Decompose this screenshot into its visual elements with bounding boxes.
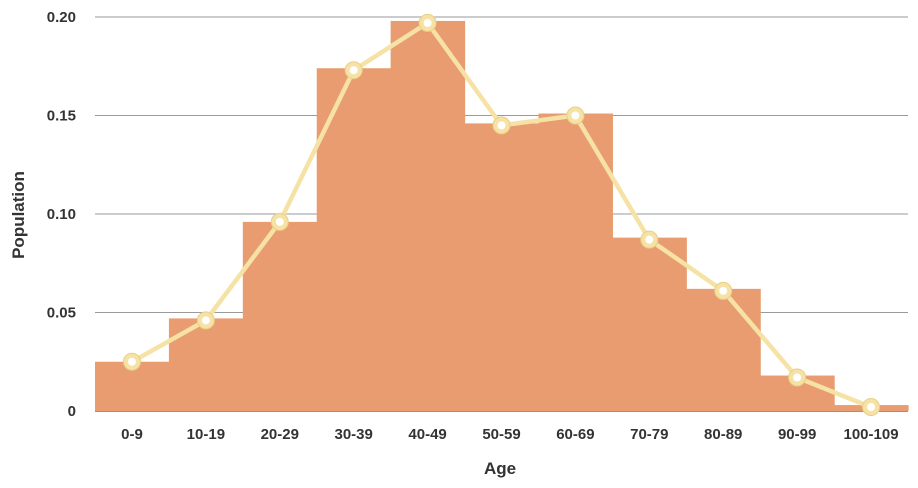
x-tick-label: 80-89 — [704, 426, 742, 443]
y-tick-label: 0.05 — [47, 305, 76, 322]
x-tick-label: 90-99 — [778, 426, 816, 443]
y-axis-title: Population — [9, 171, 28, 259]
bars — [95, 20, 909, 411]
line-points — [122, 13, 881, 417]
bar — [686, 288, 761, 411]
line-point — [418, 13, 437, 32]
line-point — [196, 311, 215, 330]
bar — [464, 123, 540, 411]
x-tick-label: 60-69 — [556, 426, 594, 443]
line-point — [492, 116, 511, 135]
x-tick-label: 0-9 — [121, 426, 143, 443]
x-tick-label: 30-39 — [334, 426, 372, 443]
x-tick-label: 100-109 — [844, 426, 899, 443]
line-point — [640, 230, 659, 249]
line-point — [714, 281, 733, 300]
line-point — [566, 106, 585, 125]
x-tick-label: 70-79 — [630, 426, 668, 443]
y-tick-label: 0.15 — [47, 108, 76, 125]
bar — [538, 113, 613, 411]
bar — [390, 20, 466, 411]
bar — [612, 237, 687, 411]
line-point — [122, 352, 141, 371]
y-tick-label: 0 — [68, 403, 76, 420]
x-tick-label: 10-19 — [187, 426, 225, 443]
y-tick-label: 0.10 — [47, 206, 76, 223]
x-tick-label: 40-49 — [408, 426, 446, 443]
line-point — [344, 61, 363, 80]
bar — [242, 221, 318, 411]
x-axis-title: Age — [484, 459, 516, 478]
line-point — [270, 212, 289, 231]
x-tick-label: 20-29 — [261, 426, 299, 443]
line-point — [862, 398, 881, 417]
y-tick-labels: 0 0.05 0.10 0.15 0.20 — [47, 9, 76, 420]
y-tick-label: 0.20 — [47, 9, 76, 26]
line-point — [788, 368, 807, 387]
x-tick-labels: 0-9 10-19 20-29 30-39 40-49 50-59 60-69 70-79 80… — [121, 426, 898, 443]
x-tick-label: 50-59 — [482, 426, 520, 443]
